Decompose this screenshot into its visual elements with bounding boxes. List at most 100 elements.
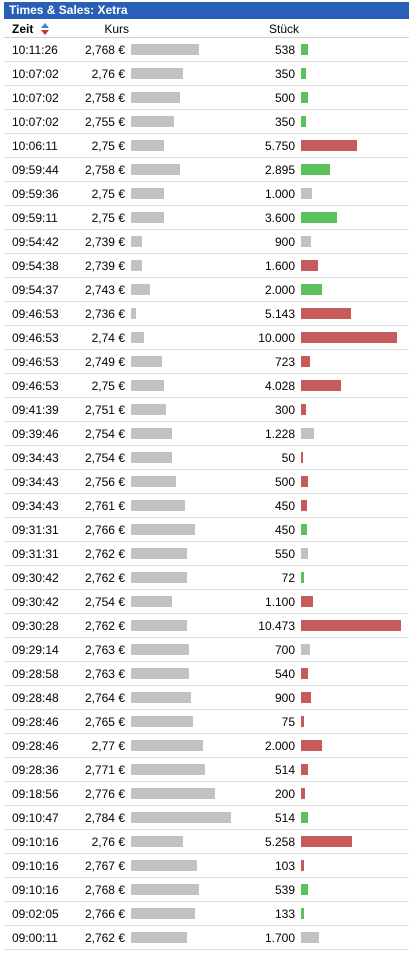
trade-quantity: 50 — [281, 451, 295, 465]
trade-quantity: 514 — [274, 811, 295, 825]
trade-quantity: 10.473 — [258, 619, 295, 633]
trade-quantity: 10.000 — [258, 331, 295, 345]
trade-quantity: 133 — [274, 907, 295, 921]
column-header-zeit[interactable]: Zeit — [12, 22, 34, 36]
volume-bar — [301, 332, 397, 343]
column-header-kurs[interactable]: Kurs — [104, 22, 129, 36]
trade-time: 09:02:05 — [12, 907, 59, 921]
trade-row: 09:46:53 2,74 € 10.000 — [4, 326, 409, 350]
trade-quantity: 1.100 — [264, 595, 295, 609]
volume-bar — [301, 380, 341, 391]
price-bar — [131, 740, 203, 751]
trade-price: 2,762 € — [84, 619, 125, 633]
price-bar — [131, 644, 189, 655]
trade-row: 09:28:48 2,764 € 900 — [4, 686, 409, 710]
trade-quantity: 1.600 — [264, 259, 295, 273]
trade-time: 09:59:44 — [12, 163, 59, 177]
trade-time: 09:46:53 — [12, 331, 59, 345]
volume-bar — [301, 572, 304, 583]
trade-time: 09:30:42 — [12, 571, 59, 585]
trades-list: 10:11:26 2,768 €538 10:07:02 2,76 €350 10:07… — [4, 38, 409, 950]
trade-time: 09:10:47 — [12, 811, 59, 825]
trade-price: 2,776 € — [84, 787, 125, 801]
trade-quantity: 538 — [274, 43, 295, 57]
trade-price: 2,736 € — [84, 307, 125, 321]
trade-quantity: 2.000 — [264, 739, 295, 753]
trade-price: 2,77 € — [91, 739, 125, 753]
sort-icon[interactable] — [41, 23, 49, 35]
price-bar — [131, 380, 164, 391]
trade-row: 09:18:56 2,776 € 200 — [4, 782, 409, 806]
trade-price: 2,764 € — [84, 691, 125, 705]
trade-time: 09:34:43 — [12, 475, 59, 489]
trade-price: 2,754 € — [84, 427, 125, 441]
price-bar — [131, 812, 231, 823]
trade-price: 2,762 € — [84, 547, 125, 561]
trade-row: 09:46:53 2,736 € 5.143 — [4, 302, 409, 326]
trade-row: 09:31:31 2,766 € 450 — [4, 518, 409, 542]
trade-row: 09:10:47 2,784 € 514 — [4, 806, 409, 830]
trade-quantity: 514 — [274, 763, 295, 777]
trade-row: 09:54:37 2,743 € 2.000 — [4, 278, 409, 302]
trade-quantity: 723 — [274, 355, 295, 369]
trade-quantity: 1.228 — [264, 427, 295, 441]
price-bar — [131, 212, 164, 223]
price-bar — [131, 908, 195, 919]
volume-bar — [301, 788, 305, 799]
trade-quantity: 2.895 — [264, 163, 295, 177]
column-header-stueck[interactable]: Stück — [268, 22, 299, 36]
trade-row: 09:28:36 2,771 € 514 — [4, 758, 409, 782]
trade-price: 2,751 € — [84, 403, 125, 417]
volume-bar — [301, 212, 337, 223]
trade-time: 09:39:46 — [12, 427, 59, 441]
price-bar — [131, 524, 195, 535]
trade-row: 10:07:02 2,758 € 500 — [4, 86, 409, 110]
volume-bar — [301, 428, 314, 439]
trade-price: 2,739 € — [84, 235, 125, 249]
volume-bar — [301, 92, 308, 103]
trade-quantity: 500 — [274, 475, 295, 489]
trade-price: 2,76 € — [91, 835, 125, 849]
trade-quantity: 450 — [274, 499, 295, 513]
volume-bar — [301, 68, 306, 79]
trade-row: 09:46:53 2,75 € 4.028 — [4, 374, 409, 398]
trade-price: 2,743 € — [84, 283, 125, 297]
trade-price: 2,75 € — [91, 211, 125, 225]
trade-row: 09:28:46 2,77 € 2.000 — [4, 734, 409, 758]
price-bar — [131, 332, 144, 343]
price-bar — [131, 860, 197, 871]
trade-row: 09:54:38 2,739 € 1.600 — [4, 254, 409, 278]
price-bar — [131, 500, 185, 511]
trade-row: 09:39:46 2,754 € 1.228 — [4, 422, 409, 446]
trade-quantity: 300 — [274, 403, 295, 417]
trade-time: 09:28:36 — [12, 763, 59, 777]
volume-bar — [301, 476, 308, 487]
price-bar — [131, 68, 183, 79]
trade-time: 09:29:14 — [12, 643, 59, 657]
trade-price: 2,767 € — [84, 859, 125, 873]
volume-bar — [301, 308, 351, 319]
volume-bar — [301, 812, 308, 823]
trade-price: 2,762 € — [84, 571, 125, 585]
trade-quantity: 900 — [274, 691, 295, 705]
trade-row: 09:31:31 2,762 € 550 — [4, 542, 409, 566]
price-bar — [131, 476, 176, 487]
volume-bar — [301, 116, 306, 127]
price-bar — [131, 260, 142, 271]
trade-time: 09:46:53 — [12, 355, 59, 369]
trade-time: 09:34:43 — [12, 451, 59, 465]
trade-price: 2,75 € — [91, 139, 125, 153]
trade-quantity: 350 — [274, 67, 295, 81]
trade-quantity: 75 — [281, 715, 295, 729]
trade-time: 09:59:36 — [12, 187, 59, 201]
volume-bar — [301, 548, 308, 559]
trade-time: 09:30:42 — [12, 595, 59, 609]
trade-time: 09:54:38 — [12, 259, 59, 273]
trade-price: 2,756 € — [84, 475, 125, 489]
price-bar — [131, 92, 180, 103]
trade-quantity: 5.258 — [264, 835, 295, 849]
trade-price: 2,768 € — [84, 43, 125, 57]
trade-row: 10:06:11 2,75 € 5.750 — [4, 134, 409, 158]
trade-price: 2,766 € — [84, 907, 125, 921]
volume-bar — [301, 596, 313, 607]
